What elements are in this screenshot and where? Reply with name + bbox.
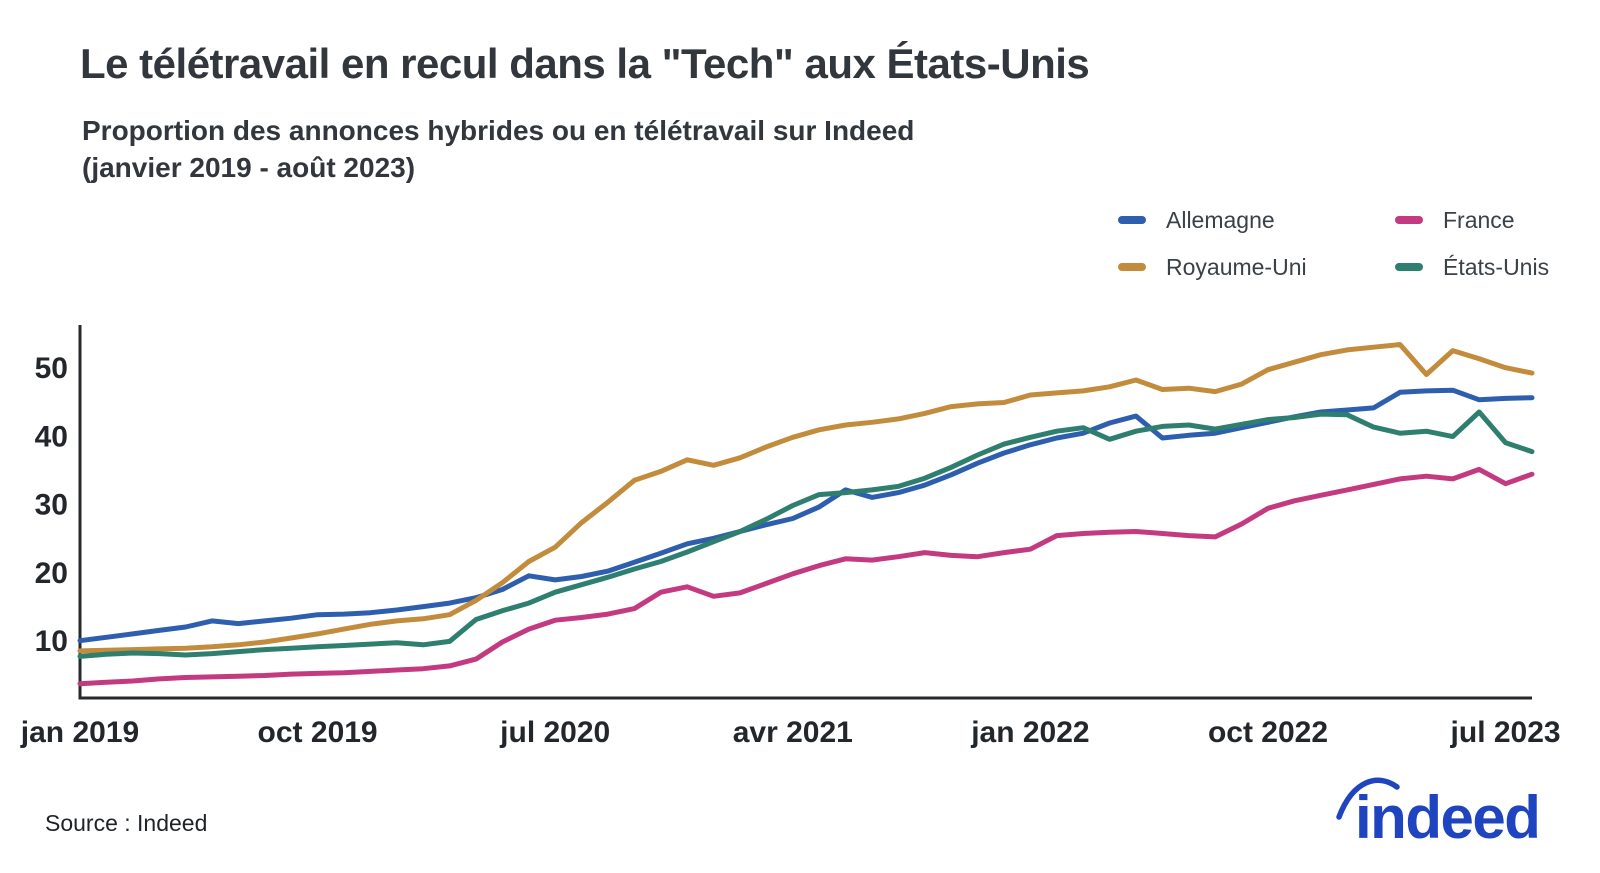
legend-item-3: États-Unis: [1395, 253, 1549, 281]
page-title: Le télétravail en recul dans la "Tech" a…: [80, 40, 1090, 87]
indeed-logo-text: indeed: [1355, 784, 1539, 851]
series-line-États-Unis: [77, 409, 1535, 659]
subtitle-line-1: Proportion des annonces hybrides ou en t…: [82, 115, 915, 146]
x-tick-label: jan 2022: [970, 716, 1089, 749]
y-tick-label: 40: [35, 420, 68, 453]
legend-swatch-icon: [1118, 263, 1146, 271]
y-tick-label: 30: [35, 489, 68, 522]
subtitle-line-2: (janvier 2019 - août 2023): [82, 152, 416, 183]
legend: Allemagne France Royaume-Uni États-Unis: [1118, 206, 1549, 281]
indeed-logo-canvas: indeed: [1336, 777, 1541, 851]
legend-item-2: Royaume-Uni: [1118, 253, 1395, 281]
legend-label: États-Unis: [1443, 253, 1550, 280]
x-tick-label: jul 2023: [1450, 716, 1561, 749]
legend-item-0: Allemagne: [1118, 206, 1395, 234]
x-tick-label: oct 2019: [258, 716, 378, 749]
legend-swatch-icon: [1118, 216, 1146, 224]
y-tick-label: 50: [35, 352, 68, 385]
series-line-Royaume-Uni: [77, 342, 1535, 654]
source-note: Source : Indeed: [45, 810, 208, 836]
x-tick-label: jan 2019: [20, 716, 139, 749]
x-tick-label: avr 2021: [733, 716, 853, 749]
legend-label: Royaume-Uni: [1166, 253, 1307, 280]
legend-item-1: France: [1395, 206, 1549, 234]
legend-label: Allemagne: [1166, 206, 1275, 233]
x-tick-label: jul 2020: [499, 716, 610, 749]
y-tick-label: 10: [35, 625, 68, 658]
series-line-Allemagne: [77, 387, 1535, 644]
x-tick-label: oct 2022: [1208, 716, 1328, 749]
legend-label: France: [1443, 206, 1515, 233]
series-line-France: [77, 466, 1535, 687]
indeed-logo: indeed: [1333, 772, 1558, 852]
legend-swatch-icon: [1395, 263, 1423, 271]
indeed-logo-swoosh: [1336, 777, 1400, 820]
y-tick-label: 20: [35, 557, 68, 590]
legend-swatch-icon: [1395, 216, 1423, 224]
chart-subtitle: Proportion des annonces hybrides ou en t…: [82, 112, 914, 186]
